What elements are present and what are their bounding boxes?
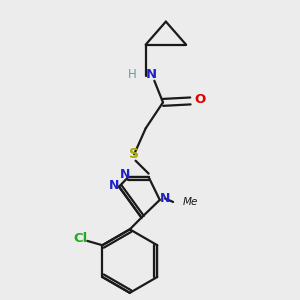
Text: S: S [129,147,139,161]
Text: H: H [128,68,137,81]
Text: Cl: Cl [74,232,88,244]
Text: Me: Me [183,197,199,207]
Text: O: O [194,93,205,106]
Text: N: N [160,192,170,205]
Text: N: N [109,179,119,192]
Text: N: N [146,68,157,81]
Text: N: N [120,168,130,181]
